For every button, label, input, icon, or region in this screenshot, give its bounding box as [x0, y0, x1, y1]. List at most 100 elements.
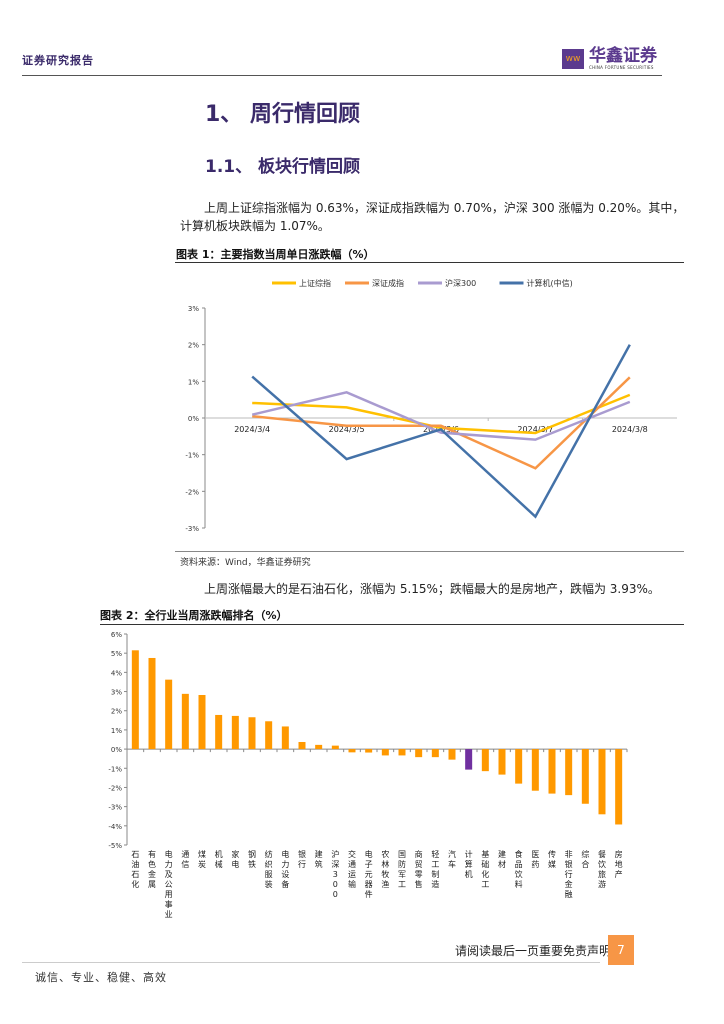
x-tick-label: 房地产 — [615, 849, 623, 879]
x-tick-label: 非银行金融 — [565, 849, 573, 899]
x-tick-label: 机械 — [215, 849, 223, 869]
bar-医药 — [531, 749, 539, 791]
legend-label: 上证综指 — [299, 278, 331, 288]
y-tick-label: -2% — [185, 488, 199, 496]
figure2-caption: 图表 2：全行业当周涨跌幅排名（%） — [100, 609, 288, 622]
summary-paragraph: 上周上证综指涨幅为 0.63%，深证成指跌幅为 0.70%，沪深 300 涨幅为… — [180, 201, 685, 233]
header-divider — [22, 75, 662, 76]
bar-轻工制造 — [431, 749, 439, 758]
bar-纺织服装 — [265, 721, 273, 750]
x-tick-label: 家电 — [231, 849, 239, 869]
bar-有色金属 — [148, 657, 156, 750]
series-line-沪深300 — [251, 391, 631, 441]
y-tick-label: -4% — [108, 823, 122, 831]
index-line-chart: -3% -2% -1% 0% 1% 2% 3% 2024/3/4 2024/3/5 2024/3/… — [185, 278, 677, 533]
x-tick-label: 轻工制造 — [431, 849, 439, 889]
bar-食品饮料 — [515, 749, 523, 784]
caption-divider — [100, 624, 684, 625]
x-tick-label: 传媒 — [548, 849, 556, 869]
x-tick-label: 银行 — [298, 849, 306, 869]
bar-机械 — [215, 714, 223, 750]
y-tick-label: -3% — [108, 804, 122, 812]
x-tick-label: 2024/3/4 — [234, 425, 270, 434]
y-tick-label: -1% — [108, 765, 122, 773]
caption-divider — [175, 262, 684, 263]
bar-汽车 — [448, 749, 456, 760]
source-divider — [175, 551, 684, 552]
bar-通信 — [181, 693, 189, 750]
bar-银行 — [298, 741, 306, 750]
bar-国防军工 — [398, 749, 406, 756]
x-tick-label: 2024/3/8 — [612, 425, 648, 434]
series-line-深证成指 — [252, 376, 631, 470]
disclaimer-note: 请阅读最后一页重要免责声明 — [455, 944, 612, 958]
y-tick-label: 1% — [188, 378, 199, 386]
company-logo: ww 华鑫证券 CHINA FORTUNE SECURITIES — [562, 48, 657, 70]
bar-电力设备 — [281, 726, 289, 750]
x-tick-label: 沪深 3 0 0 — [331, 849, 339, 899]
y-tick-label: -3% — [185, 525, 199, 533]
y-tick-label: -2% — [108, 784, 122, 792]
report-type-label: 证券研究报告 — [22, 54, 94, 67]
y-tick-label: 5% — [111, 650, 122, 658]
y-tick-label: 2% — [188, 342, 199, 350]
bar-石油石化 — [131, 650, 139, 750]
y-tick-label: -1% — [185, 452, 199, 460]
ranking-paragraph: 上周涨幅最大的是石油石化，涨幅为 5.15%；跌幅最大的是房地产，跌幅为 3.9… — [204, 582, 660, 596]
y-tick-label: 0% — [111, 746, 122, 754]
bar-钢铁 — [248, 717, 256, 750]
x-tick-label: 2024/3/7 — [517, 425, 553, 434]
x-tick-label: 电子元器件 — [365, 849, 373, 899]
x-tick-label: 医药 — [531, 850, 539, 869]
logo-icon: ww — [562, 49, 584, 69]
page-number: 7 — [608, 935, 634, 965]
x-tick-label: 建筑 — [315, 849, 323, 869]
x-tick-label: 通信 — [181, 849, 189, 869]
x-tick-label: 钢铁 — [248, 849, 256, 869]
bar-家电 — [231, 715, 239, 750]
x-tick-label: 国防军工 — [398, 850, 406, 889]
x-tick-label: 综合 — [581, 849, 589, 869]
x-tick-label: 食品饮料 — [515, 849, 523, 889]
series-line-上证综指 — [252, 393, 631, 435]
section-heading: 1、 周行情回顾 — [205, 102, 360, 127]
x-tick-label: 石油石化 — [131, 850, 139, 889]
x-tick-label: 汽车 — [448, 849, 456, 869]
legend-label: 深证成指 — [372, 278, 404, 288]
y-tick-label: -5% — [108, 842, 122, 850]
x-tick-label: 煤炭 — [198, 849, 206, 869]
bar-非银行金融 — [565, 749, 573, 796]
y-tick-label: 4% — [111, 669, 122, 677]
bar-交通运输 — [348, 749, 356, 753]
bar-商贸零售 — [415, 749, 423, 758]
y-tick-label: 3% — [188, 305, 199, 313]
company-motto: 诚信、专业、稳健、高效 — [35, 971, 167, 984]
x-tick-label: 基础化工 — [481, 849, 489, 889]
bar-传媒 — [548, 749, 556, 794]
bar-基础化工 — [481, 749, 489, 772]
x-tick-label: 计算机 — [465, 849, 473, 879]
bar-沪深300 — [331, 745, 339, 750]
bar-房地产 — [615, 749, 623, 825]
logo-subtext: CHINA FORTUNE SECURITIES — [589, 65, 654, 70]
bar-餐饮旅游 — [598, 749, 606, 815]
figure-source: 资料来源：Wind，华鑫证券研究 — [180, 558, 311, 568]
x-tick-label: 电力设备 — [281, 849, 289, 889]
x-tick-label: 商贸零售 — [415, 849, 423, 889]
bar-煤炭 — [198, 694, 206, 750]
bar-建筑 — [315, 744, 323, 750]
x-tick-label: 建材 — [498, 849, 506, 869]
x-tick-label: 电力及公用事业 — [165, 849, 173, 919]
y-tick-label: 2% — [111, 708, 122, 716]
bar-计算机 — [465, 749, 473, 770]
x-tick-label: 有色金属 — [148, 849, 156, 889]
legend-label: 计算机(中信) — [527, 278, 573, 288]
x-tick-label: 餐饮旅游 — [598, 850, 606, 889]
bar-电力及公用事业 — [165, 679, 173, 750]
bar-建材 — [498, 749, 506, 775]
legend-label: 沪深300 — [445, 278, 476, 288]
footer-divider — [22, 962, 600, 963]
x-tick-label: 2024/3/5 — [329, 425, 365, 434]
series-line-计算机(中信) — [251, 344, 631, 519]
y-tick-label: 6% — [111, 631, 122, 639]
